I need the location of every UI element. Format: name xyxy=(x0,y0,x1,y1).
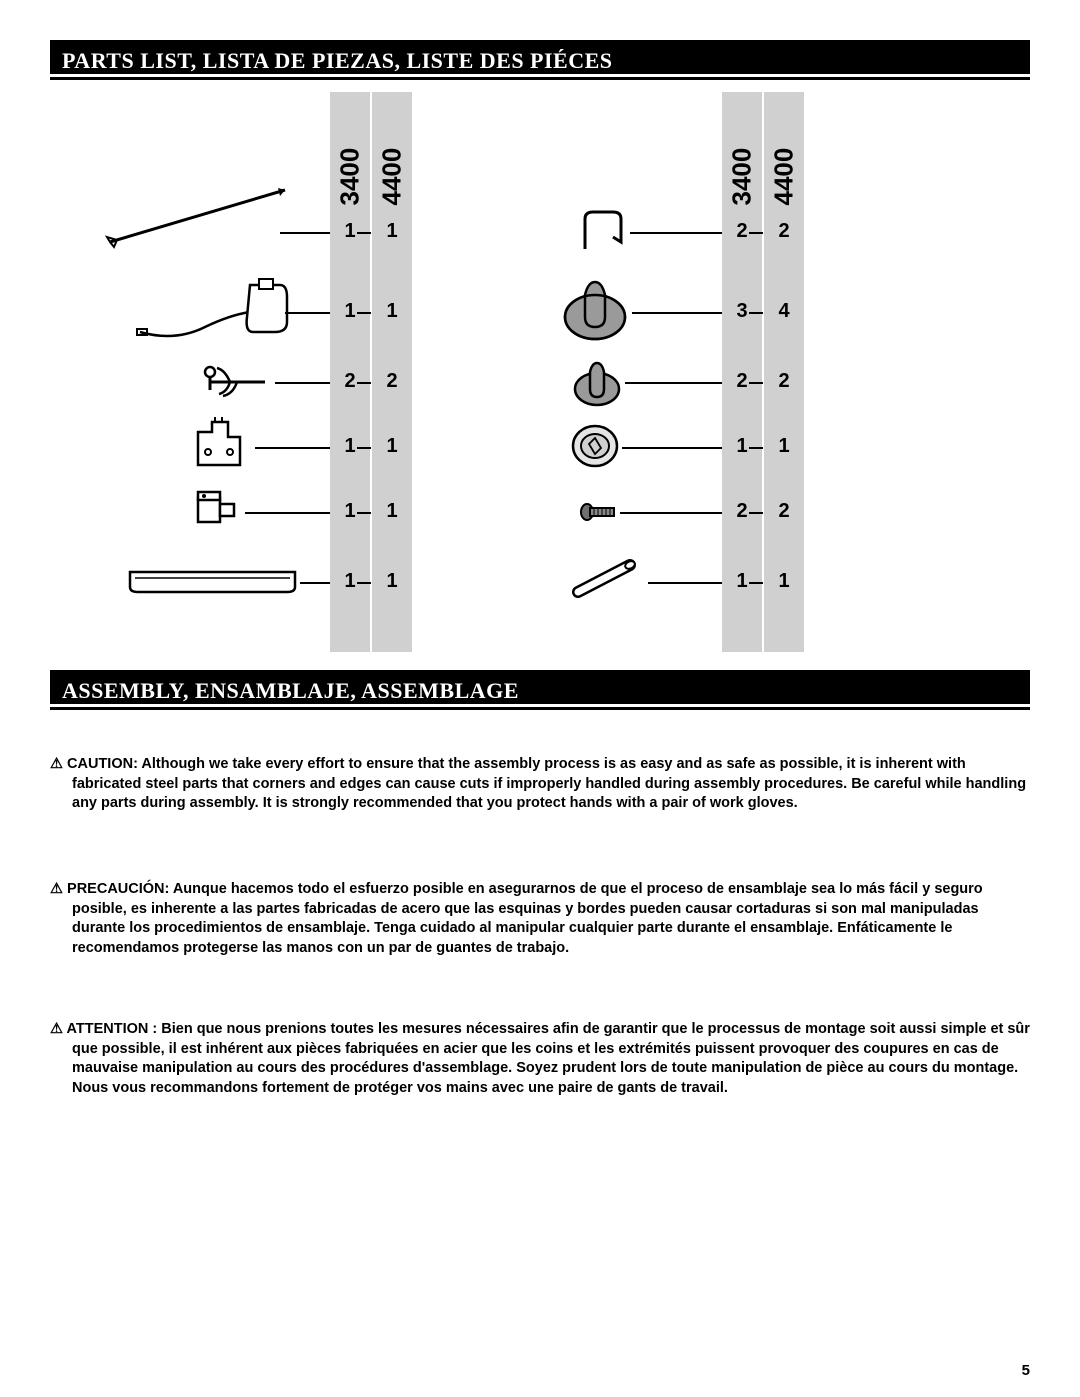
assembly-title: ASSEMBLY, ENSAMBLAJE, ASSEMBLAGE xyxy=(62,678,519,703)
handle-tube-icon xyxy=(570,557,645,602)
leader-line xyxy=(620,512,722,514)
leader-line xyxy=(285,312,330,314)
model-header-right-a: 3400 xyxy=(727,166,758,206)
leader-line xyxy=(280,232,330,234)
counterweight-icon xyxy=(190,490,240,530)
manual-page: PARTS LIST, LISTA DE PIEZAS, LISTE DES P… xyxy=(0,0,1080,1397)
qty-left-2-a: 2 xyxy=(330,370,370,393)
model-header-left-b: 4400 xyxy=(377,166,408,206)
leader-line xyxy=(255,447,330,449)
caution-label-es: ⚠ PRECAUCIÓN: xyxy=(50,881,173,897)
screw-icon xyxy=(580,500,618,524)
qty-right-3-a: 1 xyxy=(722,435,762,458)
drip-tray-icon xyxy=(125,567,300,597)
caution-text-es: Aunque hacemos todo el esfuerzo posible … xyxy=(72,881,983,956)
spit-rod-icon xyxy=(105,182,295,252)
caution-label-fr: ⚠ ATTENTION : xyxy=(50,1021,161,1037)
qty-left-1-b: 1 xyxy=(372,300,412,323)
caution-text-fr: Bien que nous prenions toutes les mesure… xyxy=(72,1021,1030,1096)
qty-right-0-b: 2 xyxy=(764,220,804,243)
assembly-header: ASSEMBLY, ENSAMBLAJE, ASSEMBLAGE xyxy=(50,670,1030,714)
page-number: 5 xyxy=(1022,1362,1030,1379)
leader-line xyxy=(275,382,330,384)
qty-right-4-b: 2 xyxy=(764,500,804,523)
parts-list-header: PARTS LIST, LISTA DE PIEZAS, LISTE DES P… xyxy=(50,40,1030,84)
qty-right-5-b: 1 xyxy=(764,570,804,593)
qty-left-0-b: 1 xyxy=(372,220,412,243)
qty-right-3-b: 1 xyxy=(764,435,804,458)
mounting-bracket-icon xyxy=(190,417,250,472)
leader-line xyxy=(245,512,330,514)
parts-list-title: PARTS LIST, LISTA DE PIEZAS, LISTE DES P… xyxy=(62,48,613,73)
meat-fork-icon xyxy=(175,362,275,402)
leader-line xyxy=(632,312,722,314)
qty-left-1-a: 1 xyxy=(330,300,370,323)
qty-left-2-b: 2 xyxy=(372,370,412,393)
bezel-ring-icon xyxy=(570,424,620,469)
qty-left-5-a: 1 xyxy=(330,570,370,593)
qty-left-4-a: 1 xyxy=(330,500,370,523)
qty-left-4-b: 1 xyxy=(372,500,412,523)
qty-right-1-b: 4 xyxy=(764,300,804,323)
rotisserie-motor-icon xyxy=(135,277,290,347)
caution-warning-en: ⚠ CAUTION: Although we take every effort… xyxy=(50,755,1030,814)
caution-warning-es: ⚠ PRECAUCIÓN: Aunque hacemos todo el esf… xyxy=(50,880,1030,958)
qty-left-0-a: 1 xyxy=(330,220,370,243)
qty-right-2-b: 2 xyxy=(764,370,804,393)
qty-left-5-b: 1 xyxy=(372,570,412,593)
parts-list-area: 3400 4400 3400 4400 1 1 1 1 xyxy=(50,92,1030,652)
qty-right-5-a: 1 xyxy=(722,570,762,593)
control-knob-large-icon xyxy=(560,277,630,342)
qty-right-1-a: 3 xyxy=(722,300,762,323)
caution-text-en: Although we take every effort to ensure … xyxy=(72,756,1026,811)
wire-clip-icon xyxy=(575,207,630,257)
model-header-right-b: 4400 xyxy=(769,166,800,206)
model-header-left-a: 3400 xyxy=(335,166,366,206)
qty-right-2-a: 2 xyxy=(722,370,762,393)
qty-right-0-a: 2 xyxy=(722,220,762,243)
leader-line xyxy=(300,582,330,584)
leader-line xyxy=(648,582,722,584)
leader-line xyxy=(630,232,722,234)
qty-right-4-a: 2 xyxy=(722,500,762,523)
leader-line xyxy=(625,382,722,384)
qty-left-3-a: 1 xyxy=(330,435,370,458)
qty-left-3-b: 1 xyxy=(372,435,412,458)
caution-warning-fr: ⚠ ATTENTION : Bien que nous prenions tou… xyxy=(50,1020,1030,1098)
caution-label-en: ⚠ CAUTION: xyxy=(50,756,141,772)
leader-line xyxy=(622,447,722,449)
control-knob-small-icon xyxy=(570,357,625,407)
